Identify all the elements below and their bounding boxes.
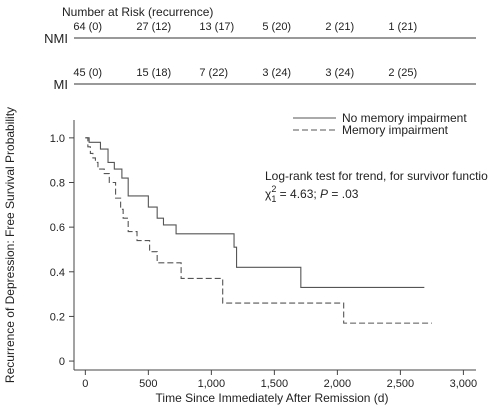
y-tick-label: 1.0: [50, 133, 65, 145]
annotation-line-2: χ2 1 = 4.63; P = .03: [265, 184, 359, 204]
y-tick-label: 0.2: [50, 311, 65, 323]
chi-symbol: χ: [265, 187, 272, 201]
x-tick-label: 3,000: [450, 378, 478, 390]
y-tick-label: 0.6: [50, 222, 65, 234]
x-axis-ticks: 0 500 1,000 1,500 2,000 2,500 3,000: [82, 370, 477, 390]
memory-impairment-curve: [85, 137, 432, 324]
x-tick-label: 1,000: [198, 378, 226, 390]
risk-cell: 5 (20): [262, 21, 291, 33]
risk-table: Number at Risk (recurrence) NMI 64 (0) 27 …: [44, 5, 476, 92]
risk-cell: 1 (21): [388, 21, 417, 33]
risk-cell: 27 (12): [136, 21, 171, 33]
y-axis-label: Recurrence of Depression: Free Survival …: [3, 107, 17, 383]
y-tick-label: 0: [59, 356, 65, 368]
risk-cell: 45 (0): [73, 67, 102, 79]
x-tick-label: 0: [82, 378, 88, 390]
risk-row-label-mi: MI: [54, 77, 68, 92]
x-tick-label: 1,500: [261, 378, 289, 390]
risk-table-title: Number at Risk (recurrence): [62, 5, 213, 19]
risk-cell: 3 (24): [325, 67, 354, 79]
risk-cell: 13 (17): [199, 21, 234, 33]
chi-superscript: 2: [271, 184, 276, 194]
x-tick-label: 2,500: [387, 378, 415, 390]
risk-cell: 2 (21): [325, 21, 354, 33]
chi-value: = 4.63;: [276, 187, 320, 201]
p-symbol: P: [320, 187, 328, 201]
chi-subscript: 1: [271, 194, 276, 204]
y-axis-ticks: 0 0.2 0.4 0.6 0.8 1.0: [50, 133, 74, 368]
y-tick-label: 0.4: [50, 267, 65, 279]
x-tick-label: 2,000: [324, 378, 352, 390]
risk-row-label-nmi: NMI: [44, 31, 68, 46]
y-tick-label: 0.8: [50, 178, 65, 190]
risk-cell: 15 (18): [136, 67, 171, 79]
legend-label: Memory impairment: [342, 123, 449, 137]
risk-cell: 3 (24): [262, 67, 291, 79]
p-value: = .03: [328, 187, 359, 201]
x-tick-label: 500: [139, 378, 157, 390]
log-rank-annotation: Log-rank test for trend, for survivor fu…: [265, 169, 488, 204]
risk-cell: 2 (25): [388, 67, 417, 79]
legend-label: No memory impairment: [342, 111, 467, 125]
series-layer: [85, 137, 432, 324]
risk-cell: 64 (0): [73, 21, 102, 33]
risk-cell: 7 (22): [199, 67, 228, 79]
annotation-line-1: Log-rank test for trend, for survivor fu…: [265, 169, 488, 183]
no-memory-impairment-curve: [85, 137, 425, 288]
x-axis-label: Time Since Immediately After Remission (…: [156, 391, 389, 405]
